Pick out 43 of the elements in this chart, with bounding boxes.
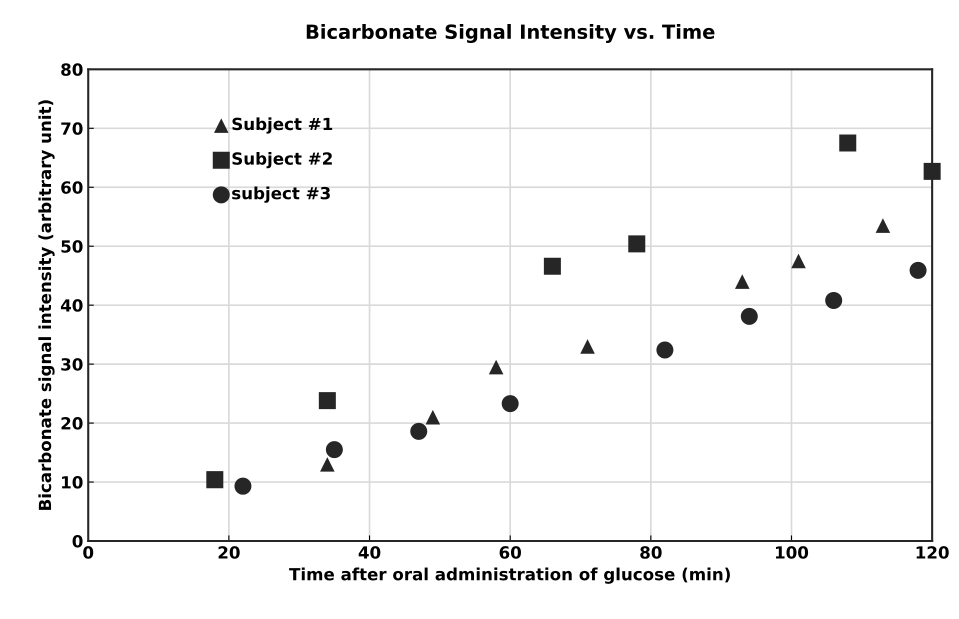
x-tick-label: 60 xyxy=(500,546,521,559)
point xyxy=(502,395,519,412)
point xyxy=(910,262,927,279)
y-tick-label: 60 xyxy=(61,181,83,194)
point xyxy=(318,392,336,410)
y-tick-label: 30 xyxy=(61,358,83,371)
y-tick-label: 80 xyxy=(61,63,83,76)
point xyxy=(740,308,758,325)
point xyxy=(791,254,806,268)
point xyxy=(326,441,343,458)
point xyxy=(656,341,674,358)
x-axis-title: Time after oral administration of glucose (min) xyxy=(289,568,730,584)
y-tick-label: 0 xyxy=(72,534,83,548)
point xyxy=(924,162,941,180)
point xyxy=(410,422,428,440)
point xyxy=(206,471,224,488)
y-axis-title: Bicarbonate signal intensity (arbitrary unit) xyxy=(38,100,55,510)
x-tick-label: 120 xyxy=(916,546,949,559)
point xyxy=(544,258,561,275)
point xyxy=(320,457,335,472)
point xyxy=(426,410,440,424)
x-tick-label: 80 xyxy=(640,546,662,559)
point xyxy=(876,218,890,233)
x-tick-label: 100 xyxy=(776,546,808,559)
point xyxy=(628,235,646,252)
y-tick-label: 20 xyxy=(61,417,83,430)
x-tick-label: 20 xyxy=(218,546,240,559)
point xyxy=(734,274,750,289)
legend-label: subject #3 xyxy=(232,186,330,203)
point xyxy=(839,134,856,152)
point xyxy=(580,339,595,354)
point xyxy=(825,292,842,309)
point xyxy=(488,360,504,374)
chart-title: Bicarbonate Signal Intensity vs. Time xyxy=(306,24,714,43)
x-tick-label: 0 xyxy=(83,546,94,559)
y-tick-label: 10 xyxy=(62,476,83,489)
y-tick-label: 50 xyxy=(61,240,83,253)
point xyxy=(234,478,252,495)
legend-label: Subject #1 xyxy=(232,117,332,134)
y-tick-label: 70 xyxy=(61,122,83,135)
y-tick-label: 40 xyxy=(60,299,83,312)
legend-label: Subject #2 xyxy=(232,152,332,168)
x-tick-label: 40 xyxy=(358,546,380,559)
